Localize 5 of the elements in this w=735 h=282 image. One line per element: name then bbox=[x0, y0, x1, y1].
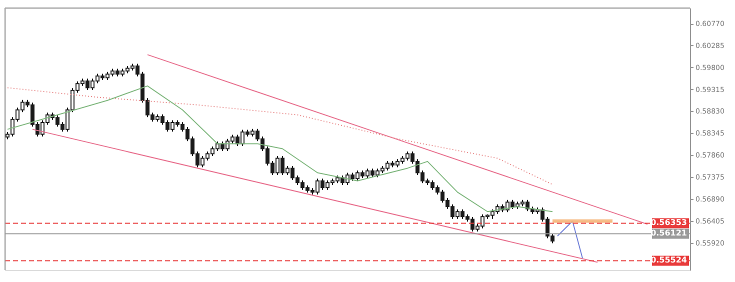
ref-line-label: 0.56353 bbox=[650, 218, 687, 228]
line-series bbox=[7, 87, 553, 185]
ref-line-label: 0.56121 bbox=[650, 228, 688, 238]
line-series bbox=[7, 85, 553, 212]
ref-line-label: 0.55524 bbox=[650, 256, 688, 265]
